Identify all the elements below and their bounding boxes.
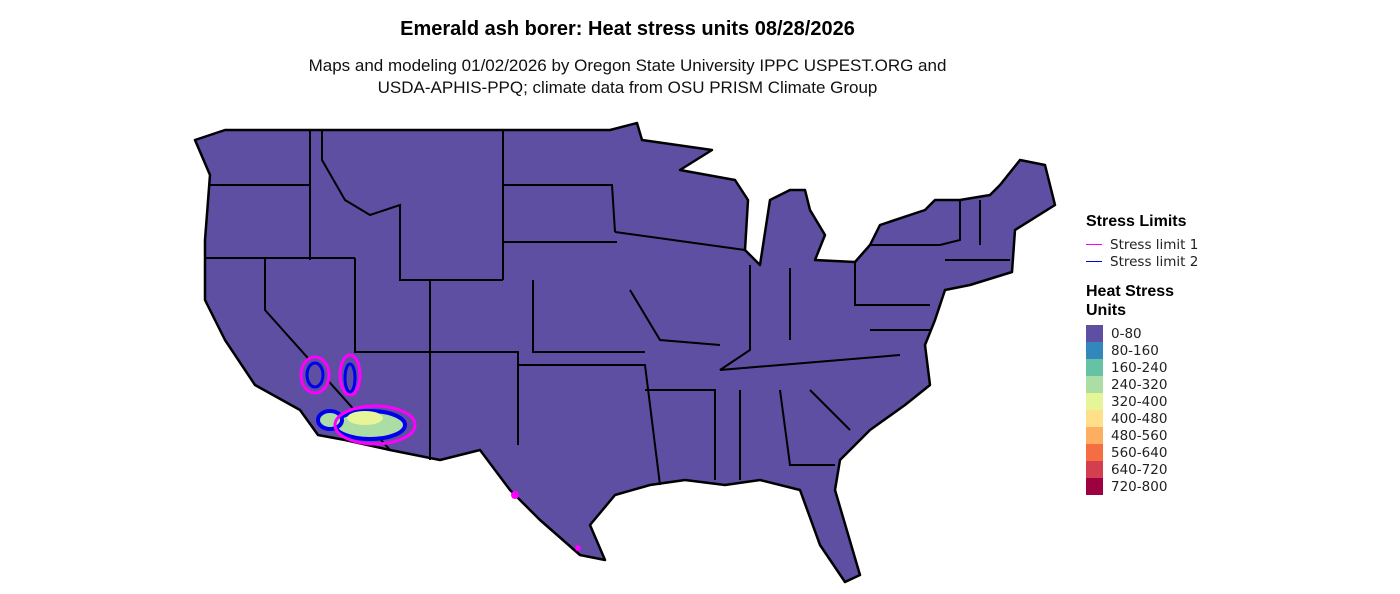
class-swatch [1086,342,1103,359]
legend-stress-limit-2: Stress limit 2 [1086,253,1198,270]
map-title: Emerald ash borer: Heat stress units 08/… [400,18,855,40]
subtitle-line-1: Maps and modeling 01/02/2026 by Oregon S… [308,56,947,75]
legend-class: 400-480 [1086,410,1198,427]
class-label: 400-480 [1111,410,1168,427]
legend-class: 560-640 [1086,444,1198,461]
legend-class: 160-240 [1086,359,1198,376]
class-swatch [1086,376,1103,393]
stress-limits-title: Stress Limits [1086,213,1187,230]
legend-class: 0-80 [1086,325,1198,342]
heat-stress-area [299,353,581,551]
legend-class: 320-400 [1086,393,1198,410]
stress-limit-2-label: Stress limit 2 [1110,253,1199,270]
stress-limit-2-key [1086,261,1102,262]
class-label: 160-240 [1111,359,1168,376]
state-borders [205,130,1010,486]
class-label: 720-800 [1111,478,1168,495]
class-swatch [1086,461,1103,478]
class-label: 640-720 [1111,461,1168,478]
class-swatch [1086,410,1103,427]
legend-class: 80-160 [1086,342,1198,359]
class-swatch [1086,359,1103,376]
class-label: 80-160 [1111,342,1159,359]
class-label: 240-320 [1111,376,1168,393]
stress-limit-1-label: Stress limit 1 [1110,236,1199,253]
class-label: 480-560 [1111,427,1168,444]
legend-stress-limit-1: Stress limit 1 [1086,236,1198,253]
heat-units-title-line-2: Units [1086,302,1126,319]
class-swatch [1086,427,1103,444]
class-swatch [1086,444,1103,461]
class-label: 0-80 [1111,325,1142,342]
class-swatch [1086,325,1103,342]
class-swatch [1086,478,1103,495]
class-label: 560-640 [1111,444,1168,461]
legend-class: 480-560 [1086,427,1198,444]
class-swatch [1086,393,1103,410]
heat-units-title-line-1: Heat Stress [1086,283,1175,300]
heat-units-title: Heat Stress Units [1086,282,1198,320]
class-label: 320-400 [1111,393,1168,410]
subtitle-line-2: USDA-APHIS-PPQ; climate data from OSU PR… [377,78,878,97]
heat-classes: 0-80 80-160 160-240 240-320 320-400 400-480 48… [1086,325,1198,495]
legend: Stress Limits Stress limit 1 Stress limi… [1086,212,1198,495]
stress-limit-1-key [1086,244,1102,245]
legend-class: 640-720 [1086,461,1198,478]
legend-class: 720-800 [1086,478,1198,495]
map-subtitle: Maps and modeling 01/02/2026 by Oregon S… [0,55,1255,99]
legend-class: 240-320 [1086,376,1198,393]
